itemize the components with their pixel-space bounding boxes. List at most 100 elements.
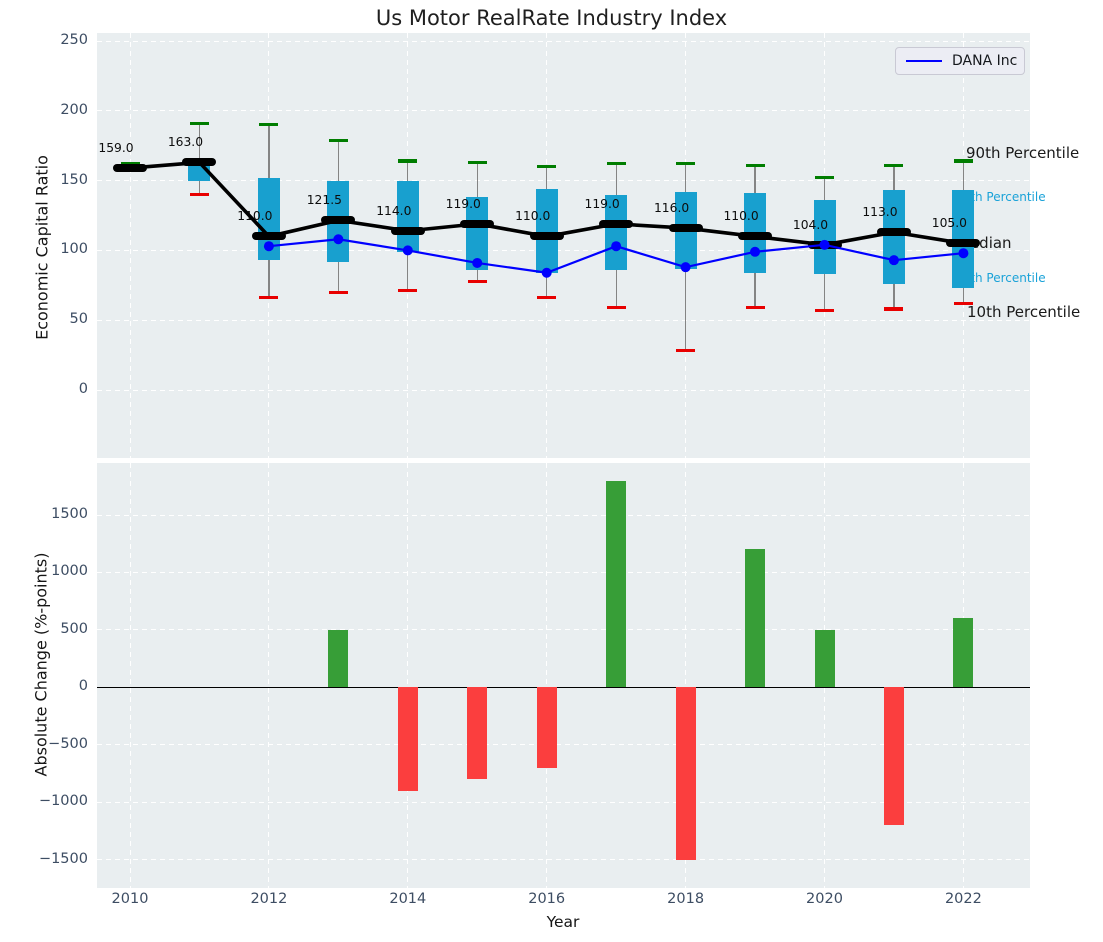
median-bar-2014 [390, 226, 425, 235]
median-bar-2017 [599, 219, 634, 228]
median-bar-2021 [876, 228, 911, 237]
cap-low-2012 [259, 296, 279, 300]
y-tick-label: 500 [60, 620, 88, 637]
y-tick-label: −1500 [38, 850, 88, 867]
y-tick-label: 250 [60, 32, 88, 48]
iqr-box-2020 [813, 200, 836, 275]
annotation-90th-percentile: 90th Percentile [966, 144, 1080, 162]
legend-label: DANA Inc [952, 53, 1018, 69]
change-bar-2020 [814, 629, 835, 688]
x-tick-label: 2014 [389, 891, 427, 907]
change-bar-2016 [536, 687, 557, 768]
gridline-h [97, 514, 1030, 516]
y-tick-label: 100 [60, 241, 88, 258]
change-bar-2022 [953, 618, 974, 688]
median-label-2017: 119.0 [584, 196, 620, 211]
x-tick-label: 2010 [111, 891, 149, 907]
gridline-v [407, 463, 409, 888]
annotation-75th-percentile: 75th Percentile [955, 190, 1046, 204]
y-tick-label: 0 [78, 678, 88, 695]
cap-low-2016 [537, 296, 557, 300]
gridline-v [268, 463, 270, 888]
median-label-2011: 163.0 [167, 135, 204, 150]
median-bar-2011 [182, 158, 217, 167]
x-tick-label: 2018 [667, 891, 705, 907]
cap-high-2020 [815, 176, 834, 180]
x-tick-label: 2016 [528, 891, 566, 907]
change-bar-2021 [883, 687, 904, 826]
cap-low-2022 [953, 301, 973, 306]
cap-high-2017 [606, 162, 626, 166]
change-bar-2019 [745, 549, 766, 688]
y-tick-label: −500 [48, 735, 88, 752]
y-tick-label: 200 [60, 101, 88, 118]
change-bar-2013 [328, 629, 349, 688]
iqr-box-2016 [535, 188, 558, 273]
cap-high-2021 [884, 163, 904, 167]
gridline-h [97, 801, 1030, 803]
cap-high-2013 [328, 138, 348, 142]
chart-title: Us Motor RealRate Industry Index [375, 6, 728, 30]
y-tick-label: 50 [69, 311, 88, 328]
gridline-v [129, 463, 131, 888]
cap-low-2020 [815, 308, 834, 312]
cap-high-2019 [745, 163, 765, 167]
legend: DANA Inc [895, 47, 1025, 75]
cap-high-2018 [676, 162, 696, 166]
median-label-2022: 105.0 [931, 216, 967, 231]
cap-low-2013 [328, 290, 348, 294]
cap-low-2018 [676, 349, 696, 353]
bottom-axes [97, 463, 1030, 888]
change-bar-2017 [606, 480, 627, 688]
y-tick-label: −1000 [38, 793, 88, 810]
cap-low-2017 [606, 306, 626, 310]
median-label-2013: 121.5 [306, 193, 342, 208]
gridline-h [97, 40, 1030, 42]
y-tick-label: 0 [78, 381, 88, 397]
median-label-2016: 110.0 [515, 209, 551, 224]
cap-low-2019 [745, 306, 765, 310]
annotation-25th-percentile: 25th Percentile [955, 271, 1046, 285]
bottom-y-axis-label: Absolute Change (%-points) [31, 552, 51, 777]
median-bar-2015 [460, 219, 495, 228]
annotation-10th-percentile: 10th Percentile [967, 303, 1081, 321]
change-bar-2018 [675, 687, 696, 860]
median-bar-2022 [946, 239, 981, 248]
change-bar-2015 [467, 687, 488, 780]
gridline-h [97, 744, 1030, 746]
y-tick-label: 1000 [51, 563, 88, 580]
cap-high-2011 [189, 121, 209, 125]
median-label-2014: 114.0 [376, 203, 412, 218]
gridline-v [685, 463, 687, 888]
cap-low-2011 [189, 192, 209, 197]
cap-low-2021 [884, 307, 904, 311]
median-bar-2020 [807, 240, 842, 249]
gridline-h [97, 389, 1030, 391]
median-label-2020: 104.0 [792, 217, 829, 232]
median-bar-2013 [321, 216, 356, 225]
y-tick-label: 150 [60, 171, 88, 188]
median-label-2012: 110.0 [237, 209, 273, 224]
gridline-h [97, 180, 1030, 182]
cap-high-2016 [537, 165, 557, 169]
x-tick-label: 2022 [944, 891, 982, 907]
median-bar-2012 [251, 232, 286, 241]
gridline-v [129, 33, 131, 458]
gridline-v [546, 463, 548, 888]
gridline-h [97, 110, 1030, 112]
gridline-h [97, 629, 1030, 631]
x-tick-label: 2012 [250, 891, 288, 907]
zero-line [97, 686, 1030, 689]
x-axis-label: Year [546, 913, 580, 931]
median-label-2021: 113.0 [862, 205, 898, 220]
top-y-axis-label: Economic Capital Ratio [32, 155, 52, 340]
cap-high-2022 [953, 159, 973, 163]
cap-low-2015 [467, 279, 487, 283]
gridline-h [97, 859, 1030, 861]
gridline-h [97, 319, 1030, 321]
median-bar-2018 [668, 224, 703, 233]
median-bar-2016 [529, 232, 564, 241]
median-label-2015: 119.0 [445, 196, 481, 211]
gridline-h [97, 571, 1030, 573]
